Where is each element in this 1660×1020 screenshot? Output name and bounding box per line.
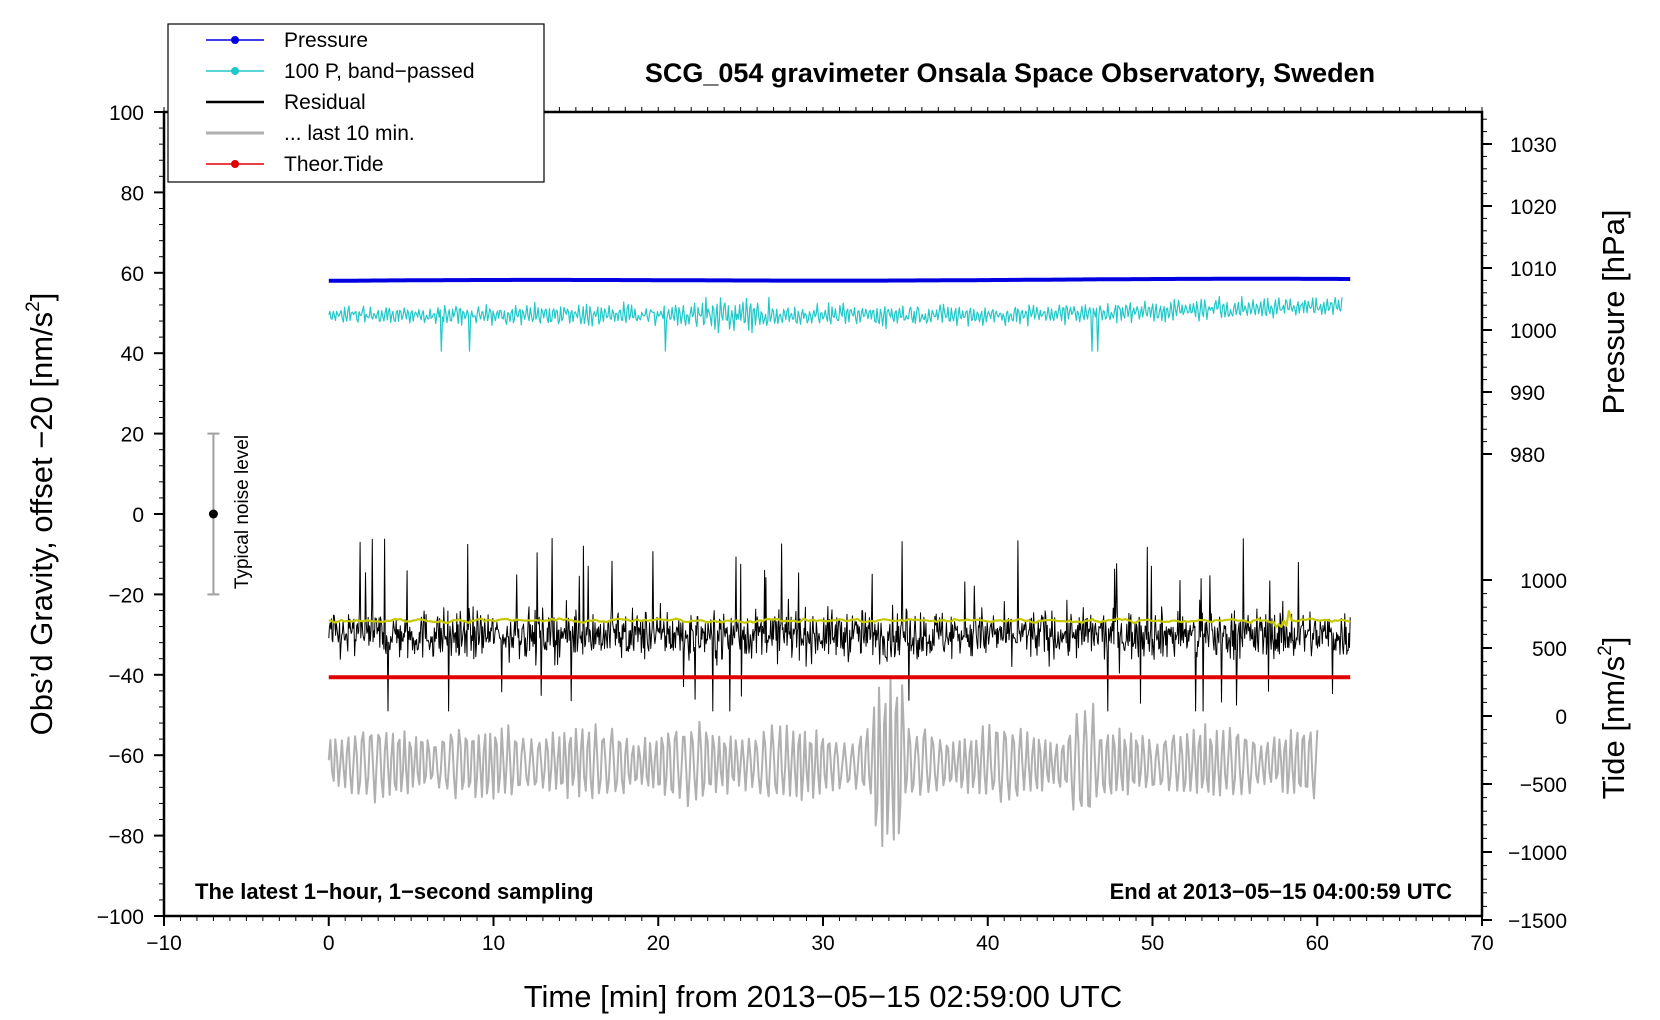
x-tick-label: 0 (323, 932, 335, 955)
x-tick-label: 10 (482, 932, 505, 955)
series-pressure (328, 276, 1351, 283)
pressure-tick-label: 1000 (1510, 320, 1557, 343)
y-axis-label-left-close: ] (24, 293, 59, 302)
series-group (327, 276, 1351, 848)
tide-axis-label: Tide [nm/s2] (1595, 637, 1631, 800)
tide-tick-label: 0 (1555, 706, 1567, 729)
series-band-passed (328, 295, 1343, 352)
series-residual-smoothed (328, 610, 1351, 629)
legend-label: Residual (284, 91, 366, 114)
x-tick-label: 30 (811, 932, 834, 955)
tide-tick-label: 500 (1532, 638, 1567, 661)
chart-title: SCG_054 gravimeter Onsala Space Observat… (645, 58, 1375, 88)
x-axis-ticks: −10 0 10 20 30 40 50 60 70 (146, 916, 1494, 955)
legend: Pressure 100 P, band−passed Residual ... la… (167, 23, 545, 183)
y-axis-label-left: Obs’d Gravity, offset −20 [nm/s2] (23, 293, 59, 736)
y-tick-label: 40 (121, 343, 144, 366)
note-end-time: End at 2013−05−15 04:00:59 UTC (1110, 879, 1453, 904)
y-tick-label: −20 (108, 584, 144, 607)
tide-axis-label-text: Tide [nm/s (1596, 656, 1631, 800)
y-tick-label: 20 (121, 424, 144, 447)
pressure-tick-label: 1010 (1510, 258, 1557, 281)
tide-tick-label: −1000 (1508, 842, 1567, 865)
legend-label: 100 P, band−passed (284, 60, 475, 83)
y-tick-label: 0 (132, 504, 144, 527)
y-tick-label: 60 (121, 263, 144, 286)
tide-tick-label: 1000 (1520, 570, 1567, 593)
x-tick-label: 70 (1470, 932, 1493, 955)
noise-level-bar (207, 432, 220, 596)
y-tick-label: −100 (97, 906, 144, 929)
y-tick-label: 100 (109, 102, 144, 125)
x-tick-label: 50 (1141, 932, 1164, 955)
y-tick-label: −40 (108, 665, 144, 688)
y-tick-label: −60 (108, 745, 144, 768)
tide-axis-label-sup: 2 (1595, 645, 1616, 656)
tide-tick-label: −500 (1520, 774, 1567, 797)
y-axis-label-left-text: Obs’d Gravity, offset −20 [nm/s (24, 312, 59, 736)
pressure-tick-label: 980 (1510, 444, 1545, 467)
legend-marker (231, 36, 239, 44)
y-tick-label: 80 (121, 182, 144, 205)
pressure-tick-label: 990 (1510, 382, 1545, 405)
pressure-axis-label: Pressure [hPa] (1596, 209, 1631, 414)
y-axis-ticks: 100 80 60 40 20 0 −20 −40 −60 −80 −100 (97, 102, 164, 929)
plot-frame (162, 110, 1484, 918)
noise-bar-center-dot (208, 509, 218, 519)
pressure-tick-label: 1020 (1510, 196, 1557, 219)
noise-level-label: Typical noise level (232, 435, 253, 589)
legend-marker (231, 67, 239, 75)
x-tick-label: 40 (976, 932, 999, 955)
pressure-tick-label: 1030 (1510, 134, 1557, 157)
y-axis-label-left-sup: 2 (23, 301, 44, 312)
right-axis-ticks: 1030 1020 1010 1000 990 980 1000 500 0 −500 −1000 −… (1482, 118, 1567, 933)
legend-label: ... last 10 min. (284, 122, 415, 145)
legend-marker (231, 160, 239, 168)
series-residual (328, 538, 1351, 712)
series-last-10-min (327, 677, 1319, 848)
note-latest-hour: The latest 1−hour, 1−second sampling (195, 879, 594, 904)
legend-label: Pressure (284, 29, 368, 52)
x-tick-label: −10 (146, 932, 182, 955)
x-tick-label: 20 (647, 932, 670, 955)
x-axis-label: Time [min] from 2013−05−15 02:59:00 UTC (524, 979, 1123, 1014)
y-tick-label: −80 (108, 826, 144, 849)
tide-tick-label: −1500 (1508, 910, 1567, 933)
legend-label: Theor.Tide (284, 153, 384, 176)
tide-axis-label-close: ] (1596, 637, 1631, 646)
x-tick-label: 60 (1306, 932, 1329, 955)
